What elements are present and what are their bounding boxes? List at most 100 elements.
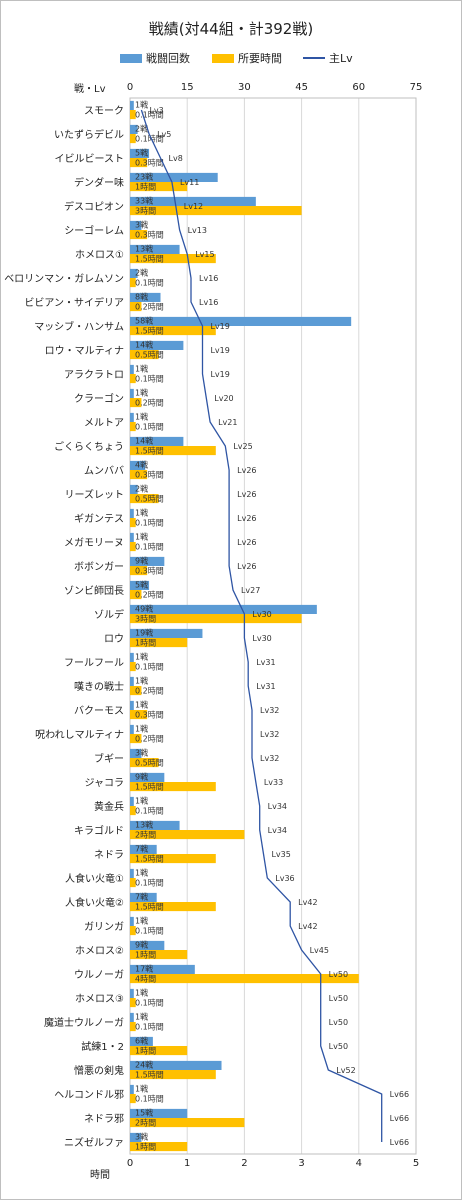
data-label-battles: 2戦 (135, 124, 148, 134)
category-label: ごくらくちょう (54, 440, 124, 453)
bar-hours (130, 998, 136, 1008)
data-label-hours: 0.3時間 (135, 711, 164, 720)
data-label-hours: 0.3時間 (135, 471, 164, 480)
category-label: いたずらデビル (54, 128, 124, 141)
data-label-hours: 1.5時間 (135, 1071, 164, 1080)
data-label-hours: 0.1時間 (135, 519, 164, 528)
data-label-hours: 0.2時間 (135, 399, 164, 408)
data-label-level: Lv26 (237, 514, 256, 523)
data-label-level: Lv19 (210, 346, 229, 355)
data-label-hours: 4時間 (135, 975, 156, 984)
bottom-axis-title: 時間 (90, 1170, 110, 1181)
data-label-level: Lv50 (329, 994, 348, 1003)
bar-hours (130, 782, 216, 792)
bar-hours (130, 182, 188, 192)
data-label-battles: 7戦 (135, 892, 148, 902)
data-label-battles: 1戦 (135, 676, 148, 686)
bar-battles (130, 556, 165, 566)
data-label-level: Lv13 (188, 226, 207, 235)
data-label-hours: 0.1時間 (135, 663, 164, 672)
bar-hours (130, 110, 136, 120)
data-label-hours: 2時間 (135, 1119, 156, 1128)
bar-battles (130, 364, 134, 374)
legend-swatch-battles (120, 53, 142, 63)
category-label: 魔道士ウルノーガ (44, 1016, 124, 1029)
bar-hours (130, 758, 159, 768)
category-label: 憎悪の剣鬼 (74, 1064, 124, 1077)
data-label-level: Lv19 (210, 322, 229, 331)
category-label: デンダー味 (74, 176, 124, 189)
bar-battles (130, 244, 180, 254)
category-label: 試練1・2 (81, 1040, 124, 1053)
bar-hours (130, 830, 245, 840)
data-label-battles: 2戦 (135, 484, 148, 494)
bar-hours (130, 662, 136, 672)
data-label-level: Lv32 (260, 706, 279, 715)
data-label-hours: 0.2時間 (135, 687, 164, 696)
data-label-hours: 0.1時間 (135, 375, 164, 384)
data-label-level: Lv31 (256, 682, 275, 691)
data-label-battles: 13戦 (135, 820, 153, 830)
data-label-battles: 9戦 (135, 940, 148, 950)
bar-hours (130, 542, 136, 552)
data-label-battles: 1戦 (135, 796, 148, 806)
bar-battles (130, 964, 195, 974)
data-label-level: Lv42 (298, 922, 317, 931)
bar-battles (130, 460, 146, 470)
data-label-level: Lv20 (214, 394, 233, 403)
bar-battles (130, 988, 134, 998)
category-label: 嘆きの戦士 (74, 680, 124, 693)
bar-battles (130, 196, 256, 206)
data-label-battles: 1戦 (135, 724, 148, 734)
data-label-level: Lv26 (237, 490, 256, 499)
bar-hours (130, 494, 159, 504)
data-label-battles: 23戦 (135, 172, 153, 182)
data-label-level: Lv52 (336, 1066, 355, 1075)
data-label-battles: 1戦 (135, 388, 148, 398)
data-label-hours: 0.1時間 (135, 999, 164, 1008)
bar-hours (130, 350, 159, 360)
bar-battles (130, 340, 184, 350)
data-label-battles: 1戦 (135, 100, 148, 110)
category-label: ブギー (94, 752, 124, 765)
legend-label-battles: 戦闘回数 (146, 52, 190, 65)
data-label-battles: 1戦 (135, 868, 148, 878)
bar-hours (130, 590, 142, 600)
category-label: ロウ (104, 633, 124, 645)
bar-battles (130, 916, 134, 926)
data-label-level: Lv27 (241, 586, 260, 595)
data-label-level: Lv11 (180, 178, 199, 187)
category-label: シーゴーレム (64, 224, 124, 237)
category-label: ホメロス② (75, 945, 124, 957)
bar-battles (130, 652, 134, 662)
category-label: イビルビースト (55, 153, 125, 165)
data-label-hours: 0.1時間 (135, 1095, 164, 1104)
category-label: ネドラ邪 (84, 1113, 124, 1125)
category-label: デスコピオン (64, 200, 124, 213)
data-label-battles: 1戦 (135, 1084, 148, 1094)
bar-hours (130, 950, 188, 960)
data-label-level: Lv45 (310, 946, 329, 955)
category-label: バクーモス (74, 705, 124, 717)
data-label-level: Lv3 (149, 106, 163, 115)
bar-hours (130, 422, 136, 432)
category-label: ゾルデ (94, 608, 124, 621)
data-label-level: Lv50 (329, 1042, 348, 1051)
bottom-axis-tick-label: 2 (241, 1158, 247, 1169)
bar-hours (130, 902, 216, 912)
category-label: 人食い火竜② (65, 896, 124, 909)
data-label-battles: 1戦 (135, 364, 148, 374)
data-label-level: Lv25 (233, 442, 252, 451)
data-label-hours: 0.5時間 (135, 351, 164, 360)
category-label: キラゴルド (74, 824, 124, 837)
data-label-battles: 19戦 (135, 628, 153, 638)
data-label-battles: 1戦 (135, 508, 148, 518)
data-label-battles: 14戦 (135, 340, 153, 350)
data-label-hours: 1.5時間 (135, 327, 164, 336)
bar-battles (130, 676, 134, 686)
bar-battles (130, 748, 142, 758)
data-label-battles: 4戦 (135, 460, 148, 470)
data-label-level: Lv34 (268, 802, 287, 811)
bar-hours (130, 134, 136, 144)
